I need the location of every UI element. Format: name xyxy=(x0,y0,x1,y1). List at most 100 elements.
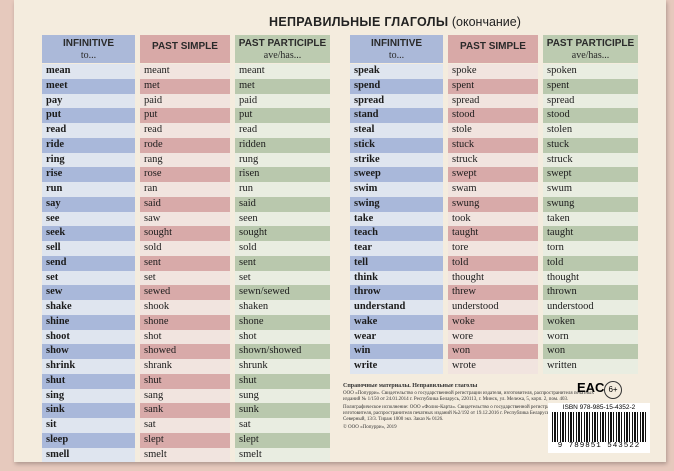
cell-infinitive: run xyxy=(42,182,135,197)
cell-infinitive: show xyxy=(42,344,135,359)
cell-past-simple: sank xyxy=(140,403,230,418)
page-title: НЕПРАВИЛЬНЫЕ ГЛАГОЛЫ (окончание) xyxy=(269,15,521,29)
header-past-participle: PAST PARTICIPLE ave/has... xyxy=(543,35,638,63)
cell-infinitive: throw xyxy=(350,285,443,300)
cell-infinitive: sleep xyxy=(42,432,135,448)
cell-infinitive: tell xyxy=(350,255,443,271)
cell-past-participle: woken xyxy=(543,314,638,330)
cell-past-simple: shook xyxy=(140,300,230,315)
cell-past-simple: sewed xyxy=(140,285,230,300)
cell-past-participle: swung xyxy=(543,196,638,212)
cell-past-participle: stolen xyxy=(543,123,638,138)
cell-past-participle: set xyxy=(235,270,330,286)
column-past-simple: meant met paid put read rode rang rose ran said sa… xyxy=(140,64,230,463)
cell-past-simple: rang xyxy=(140,152,230,168)
cell-past-simple: paid xyxy=(140,93,230,109)
cell-past-participle: stood xyxy=(543,108,638,123)
barcode-icon xyxy=(552,412,646,442)
cell-past-simple: put xyxy=(140,108,230,123)
cell-infinitive: strike xyxy=(350,152,443,168)
copyright: © ООО «Попурри», 2019 xyxy=(343,425,397,430)
cell-past-participle: put xyxy=(235,108,330,123)
cell-past-participle: shaken xyxy=(235,300,330,315)
cell-infinitive: stick xyxy=(350,137,443,153)
cell-past-simple: spent xyxy=(448,78,538,94)
cell-past-participle: seen xyxy=(235,211,330,227)
cell-infinitive: meet xyxy=(42,78,135,94)
age-rating: 6+ xyxy=(604,381,622,399)
cell-past-simple: spoke xyxy=(448,64,538,79)
cell-past-simple: said xyxy=(140,196,230,212)
cell-past-simple: stood xyxy=(448,108,538,123)
cell-infinitive: stand xyxy=(350,108,443,123)
cell-past-participle: met xyxy=(235,78,330,94)
cell-past-simple: saw xyxy=(140,211,230,227)
cell-past-simple: sat xyxy=(140,418,230,433)
cell-past-participle: worn xyxy=(543,329,638,345)
eac-mark: EAC xyxy=(577,380,605,395)
cell-past-simple: slept xyxy=(140,432,230,448)
cell-past-participle: taken xyxy=(543,211,638,227)
cell-past-participle: spoken xyxy=(543,64,638,79)
cell-infinitive: wake xyxy=(350,314,443,330)
cell-infinitive: sweep xyxy=(350,167,443,182)
cell-past-simple: tore xyxy=(448,241,538,256)
cell-past-participle: told xyxy=(543,255,638,271)
cell-past-simple: smelt xyxy=(140,447,230,463)
cell-past-participle: risen xyxy=(235,167,330,182)
cell-past-simple: understood xyxy=(448,300,538,315)
cell-past-participle: slept xyxy=(235,432,330,448)
cell-past-simple: meant xyxy=(140,64,230,79)
cell-infinitive: swing xyxy=(350,196,443,212)
cell-past-participle: spent xyxy=(543,78,638,94)
cell-past-simple: took xyxy=(448,211,538,227)
cell-infinitive: sing xyxy=(42,388,135,404)
cell-past-simple: taught xyxy=(448,226,538,241)
column-past-participle: spoken spent spread stood stolen stuck struck s… xyxy=(543,64,638,374)
cell-infinitive: teach xyxy=(350,226,443,241)
cell-past-participle: sought xyxy=(235,226,330,241)
cell-past-participle: sunk xyxy=(235,403,330,418)
cell-past-simple: wrote xyxy=(448,359,538,374)
printer-text: Полиграфическое исполнение: ООО «Фолио-К… xyxy=(343,405,599,422)
header-past-simple: PAST SIMPLE xyxy=(140,35,230,63)
cell-past-participle: written xyxy=(543,359,638,374)
cell-past-participle: shone xyxy=(235,314,330,330)
cell-past-simple: won xyxy=(448,344,538,359)
cell-past-participle: won xyxy=(543,344,638,359)
cell-past-simple: sold xyxy=(140,241,230,256)
cell-past-simple: thought xyxy=(448,270,538,286)
cell-infinitive: spend xyxy=(350,78,443,94)
cell-infinitive: ride xyxy=(42,137,135,153)
cell-infinitive: shrink xyxy=(42,359,135,374)
cell-infinitive: pay xyxy=(42,93,135,109)
header-infinitive: INFINITIVE to... xyxy=(350,35,443,63)
cell-past-simple: showed xyxy=(140,344,230,359)
cell-past-participle: read xyxy=(235,123,330,138)
cell-infinitive: shine xyxy=(42,314,135,330)
publisher-heading: Справочные материалы. Неправильные глаго… xyxy=(343,383,478,389)
cell-past-simple: woke xyxy=(448,314,538,330)
cell-past-simple: swung xyxy=(448,196,538,212)
cell-past-simple: set xyxy=(140,270,230,286)
cell-past-participle: ridden xyxy=(235,137,330,153)
cell-past-simple: shot xyxy=(140,329,230,345)
cell-infinitive: seek xyxy=(42,226,135,241)
cell-infinitive: say xyxy=(42,196,135,212)
publisher-info: Справочные материалы. Неправильные глаго… xyxy=(343,383,605,433)
cell-past-simple: told xyxy=(448,255,538,271)
cell-past-participle: rung xyxy=(235,152,330,168)
cell-past-participle: shrunk xyxy=(235,359,330,374)
cell-infinitive: swim xyxy=(350,182,443,197)
cell-past-participle: sold xyxy=(235,241,330,256)
cell-past-participle: taught xyxy=(543,226,638,241)
cell-past-participle: thought xyxy=(543,270,638,286)
cell-past-simple: sought xyxy=(140,226,230,241)
column-past-simple: spoke spent spread stood stole stuck struck swe… xyxy=(448,64,538,374)
cell-past-simple: stuck xyxy=(448,137,538,153)
cell-infinitive: tear xyxy=(350,241,443,256)
column-infinitive: speak spend spread stand steal stick strike swe… xyxy=(350,64,443,374)
cell-past-participle: shut xyxy=(235,373,330,389)
cell-past-simple: sang xyxy=(140,388,230,404)
cell-infinitive: take xyxy=(350,211,443,227)
